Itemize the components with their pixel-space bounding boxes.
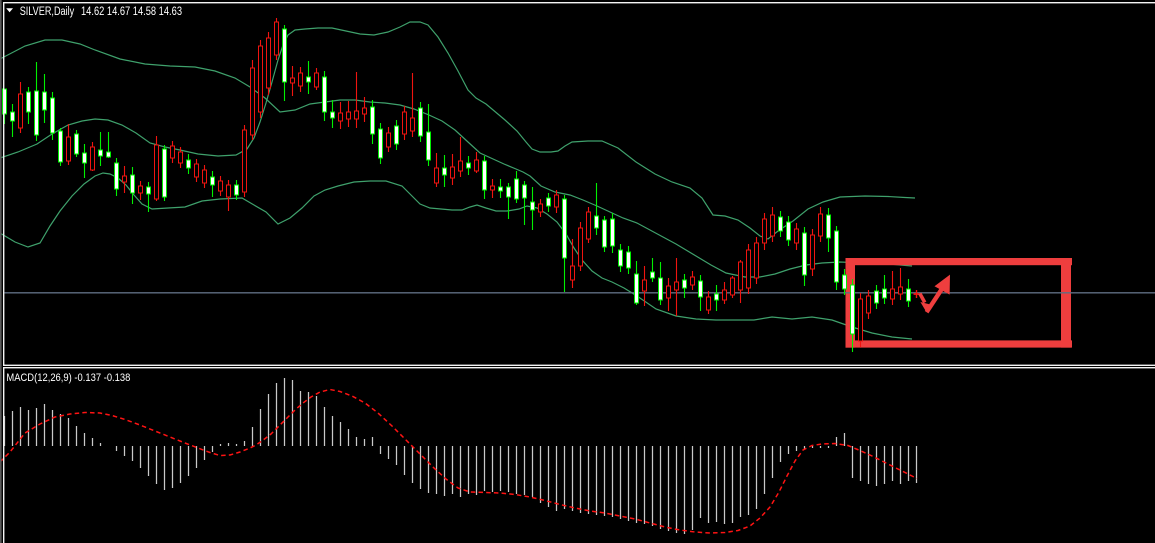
svg-text:SILVER,Daily: SILVER,Daily [20,6,75,18]
svg-text:14.62 14.67 14.58 14.63: 14.62 14.67 14.58 14.63 [81,6,182,18]
svg-text:MACD(12,26,9) -0.137 -0.138: MACD(12,26,9) -0.137 -0.138 [6,372,130,384]
